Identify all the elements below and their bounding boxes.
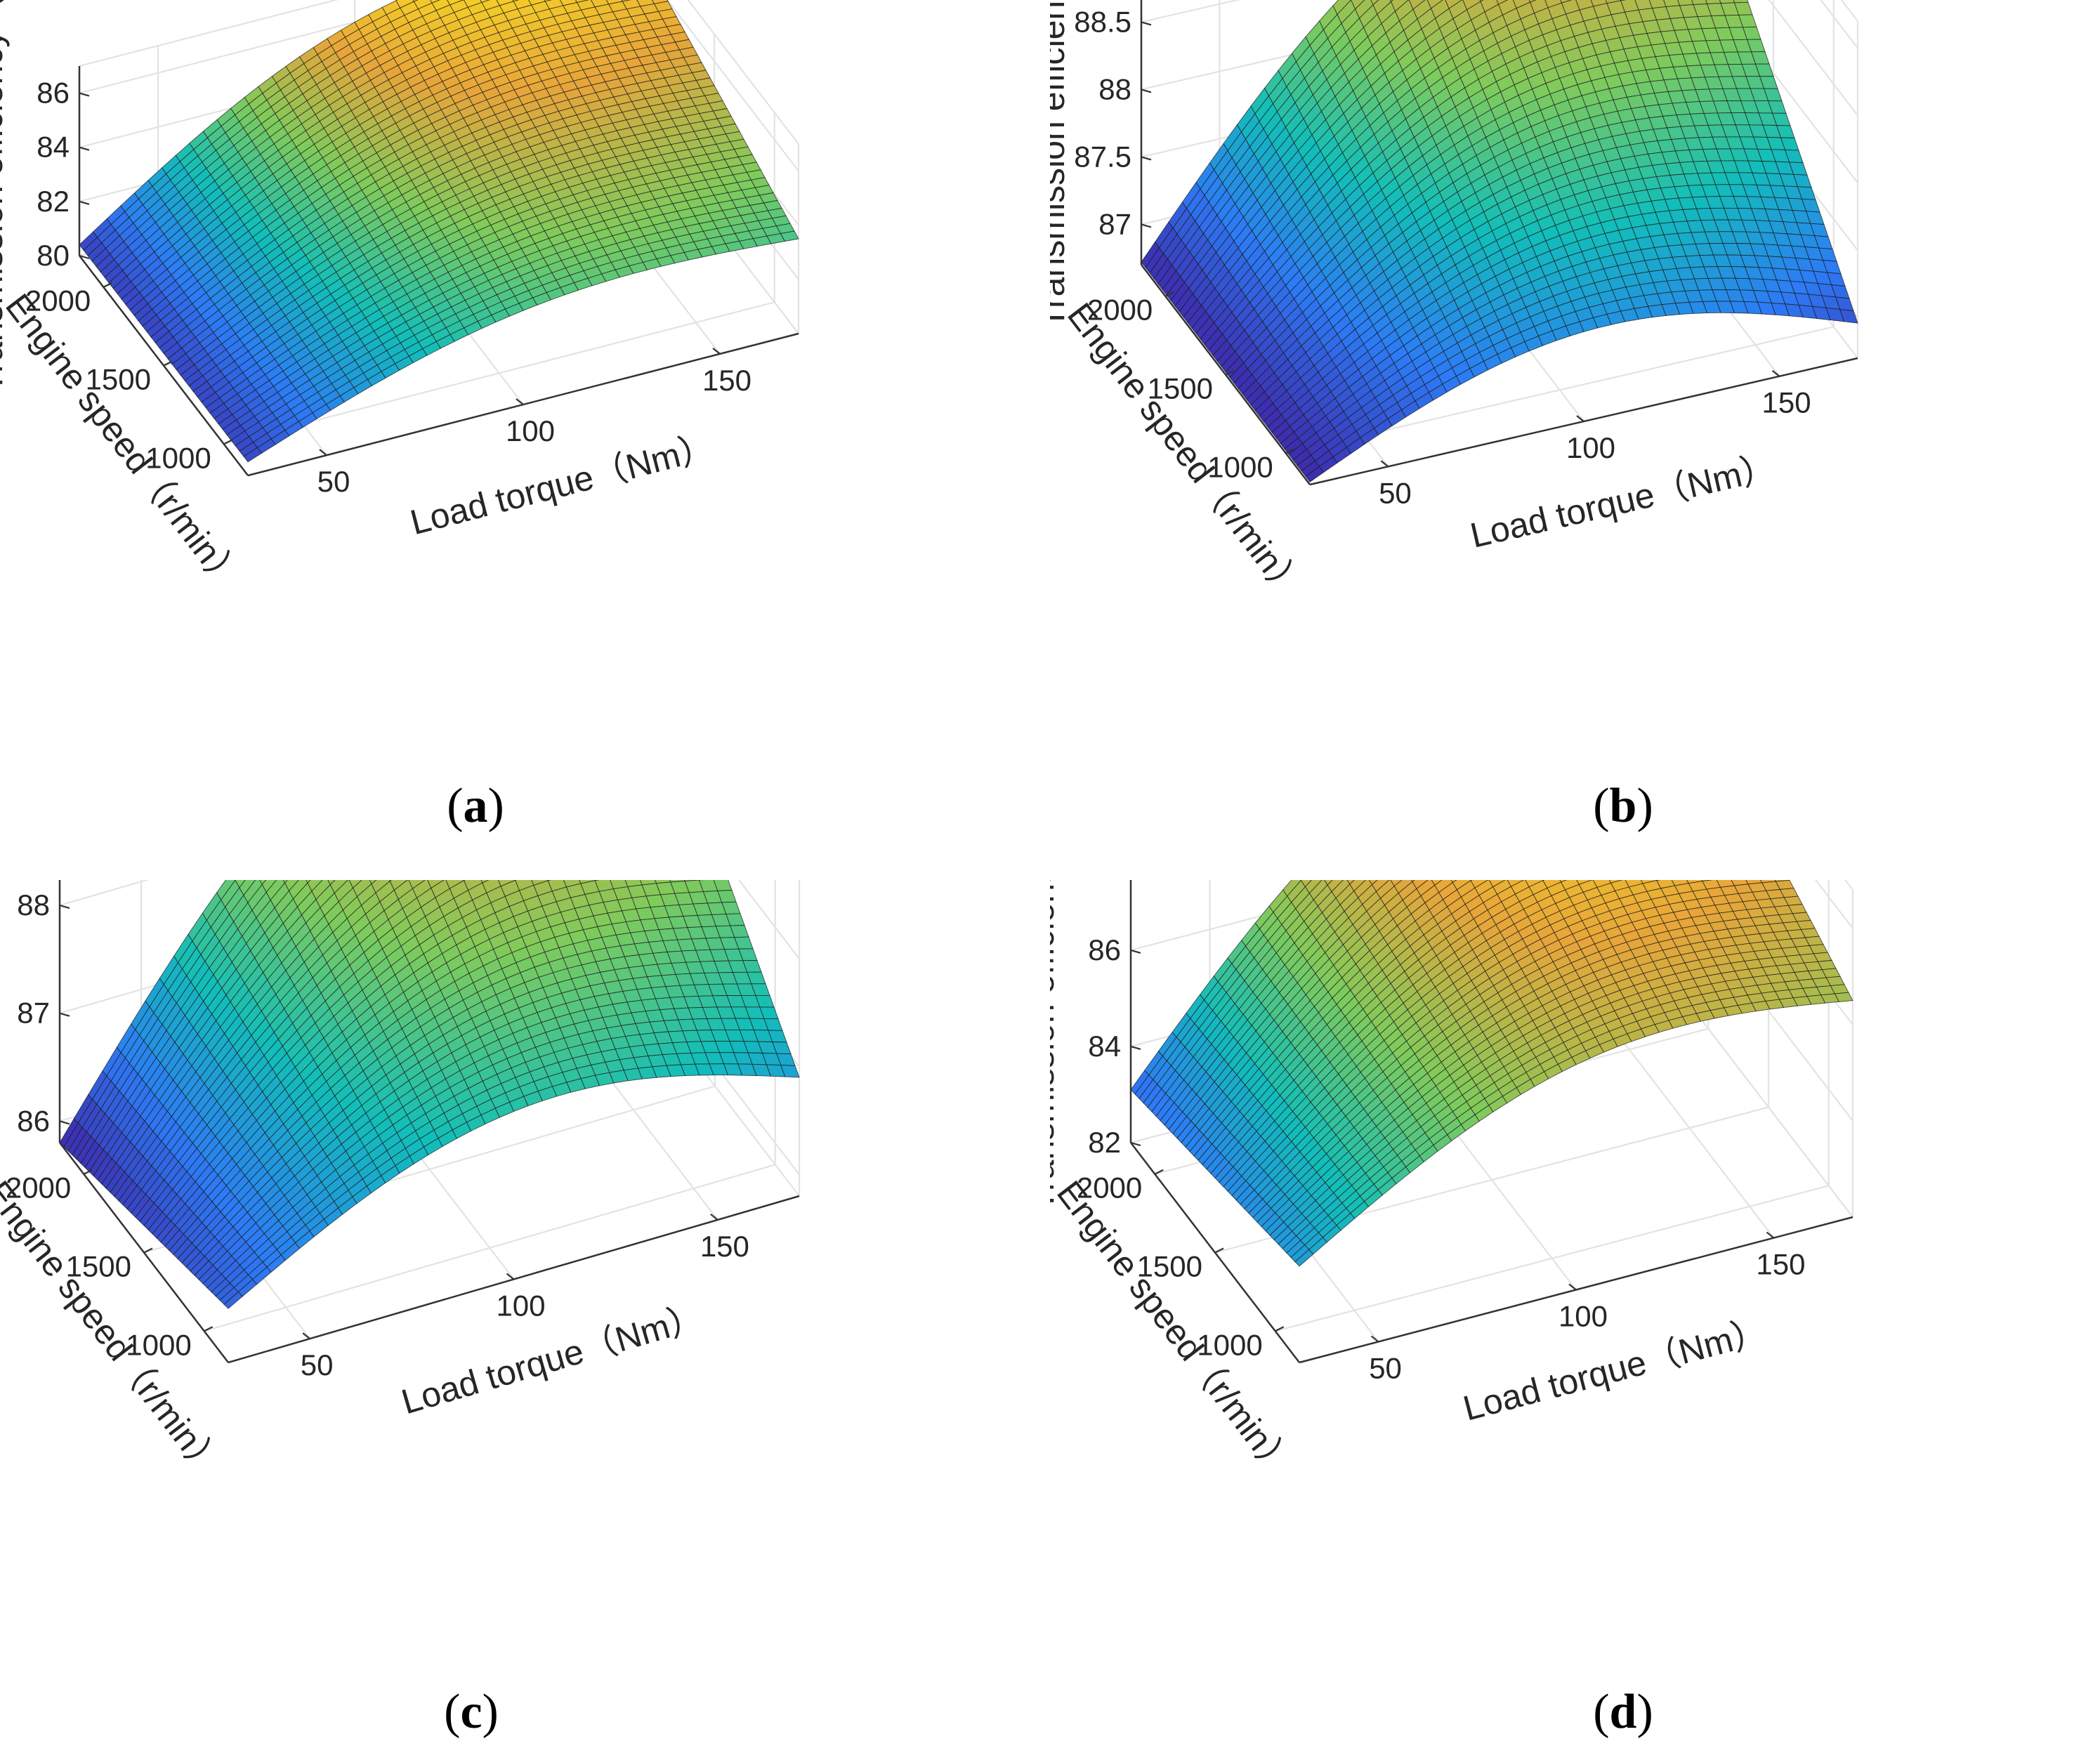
y-tick-label: 1500 — [1148, 372, 1213, 405]
y-tick-mark — [223, 439, 233, 445]
z-gridline-3 — [79, 0, 799, 172]
y-tick-label: 2000 — [1087, 294, 1153, 327]
y-tick-mark — [163, 360, 173, 367]
y-tick-mark — [1285, 448, 1295, 454]
panel-label-b: (b) — [1593, 779, 1653, 833]
z-tick-label: 88 — [17, 888, 50, 921]
frame-edge-4 — [687, 0, 799, 145]
y-tick-label: 1500 — [86, 363, 151, 396]
z-tick-mark — [79, 200, 90, 205]
y-tick-label: 1000 — [126, 1328, 191, 1361]
subplot-b: 8787.58888.58910001500200050100150Transm… — [1050, 0, 2100, 880]
z-gridline-2 — [59, 880, 800, 959]
y-tick-label: 2000 — [25, 284, 91, 317]
frame-edge-3 — [79, 0, 339, 67]
panel-label-a: (a) — [447, 779, 504, 833]
x-tick-mark — [1380, 460, 1389, 468]
x-tick-label: 50 — [1379, 476, 1412, 509]
z-tick-label: 86 — [37, 77, 70, 110]
z-tick-mark — [79, 92, 90, 97]
z-tick-label: 82 — [37, 185, 70, 218]
x-tick-label: 50 — [317, 465, 350, 498]
x-tick-mark — [712, 347, 721, 355]
x-tick-mark — [506, 1273, 515, 1280]
x-tick-mark — [516, 398, 524, 405]
z-tick-label: 87.5 — [1074, 140, 1131, 173]
z-tick-mark — [1141, 21, 1152, 26]
y-tick-mark — [83, 1169, 93, 1175]
x-tick-mark — [710, 1213, 718, 1221]
z-tick-label: 87 — [1098, 207, 1131, 240]
z-axis-title: Transmission efficiency（%） — [1050, 0, 1072, 329]
x-axis-title: Load torque（Nm） — [397, 1296, 708, 1421]
surface-cell — [223, 1291, 243, 1309]
surface-plot-c: 8687888910001500200050100150Transmission… — [0, 880, 801, 1485]
panel-label-c: (c) — [444, 1685, 499, 1739]
subplot-a: 80 82 84 86 1000 1500 2000 50 100 150 Transmission… — [0, 0, 1050, 880]
z-tick-label: 80 — [37, 239, 70, 272]
z-tick-mark — [59, 904, 70, 909]
x-axis-title: Load torque（Nm） — [406, 426, 718, 542]
z-tick-mark — [79, 146, 90, 151]
surface-cell — [243, 447, 263, 463]
y-tick-label: 1000 — [1207, 450, 1273, 483]
x-tick-mark — [1771, 369, 1780, 377]
y-tick-label: 2000 — [6, 1171, 71, 1204]
y-tick-mark — [143, 1247, 153, 1254]
surface-mesh — [1141, 0, 1858, 482]
y-tick-mark — [103, 282, 112, 288]
z-tick-label: 88 — [1098, 72, 1131, 105]
x-tick-label: 100 — [496, 1289, 545, 1322]
z-axis-title: Transmission efficiency（%） — [0, 0, 10, 393]
surface-plot-a: 80 82 84 86 1000 1500 2000 50 100 150 Transmission… — [0, 0, 800, 598]
z-tick-mark — [79, 254, 90, 260]
z-tick-label: 86 — [17, 1104, 50, 1137]
y-tick-label: 1000 — [145, 441, 211, 474]
x-tick-mark — [1576, 415, 1584, 422]
subplot-c: 8687888910001500200050100150Transmission… — [0, 880, 1050, 1760]
surface-cell — [259, 880, 266, 886]
z-tick-mark — [1141, 156, 1152, 161]
z-tick-label: 88.5 — [1074, 5, 1131, 38]
surface-mesh — [79, 0, 799, 463]
surface-plot-b: 8787.58888.58910001500200050100150Transm… — [1050, 0, 1859, 608]
x-tick-label: 100 — [506, 414, 555, 447]
x-tick-label: 150 — [702, 364, 752, 397]
z-tick-label: 84 — [37, 131, 70, 164]
x-tick-mark — [302, 1332, 310, 1340]
y-tick-label: 1500 — [66, 1250, 131, 1283]
frame-edge-6 — [1684, 997, 1853, 1218]
surface-plot-d: 8284868810001500200050100150Transmission… — [1050, 880, 1854, 1485]
z-gridline-3 — [1141, 0, 1858, 117]
z-tick-mark — [1141, 223, 1152, 228]
x-tick-mark — [319, 449, 327, 457]
z-tick-label: 87 — [17, 997, 50, 1030]
z-tick-mark — [1141, 88, 1152, 93]
x-tick-label: 50 — [301, 1348, 334, 1381]
x-axis-title: Load torque（Nm） — [1466, 447, 1780, 556]
subplot-d: 8284868810001500200050100150Transmission… — [1050, 880, 2100, 1760]
y-tick-mark — [204, 1326, 214, 1332]
x-tick-label: 150 — [700, 1230, 749, 1263]
y-tick-mark — [1225, 369, 1235, 376]
surface-mesh — [1130, 880, 1853, 1267]
x-tick-label: 150 — [1762, 386, 1811, 419]
x-tick-label: 100 — [1566, 431, 1615, 464]
y-tick-mark — [1164, 291, 1174, 297]
surface-mesh — [59, 880, 800, 1309]
surface-cell — [1305, 466, 1325, 482]
z-tick-mark — [59, 1120, 70, 1125]
z-tick-mark — [59, 1012, 70, 1017]
